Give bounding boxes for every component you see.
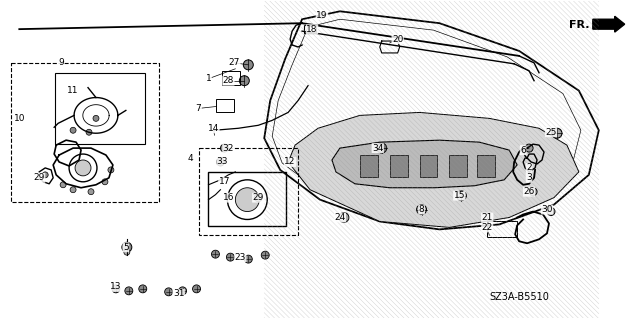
Text: 29: 29 <box>33 173 45 182</box>
Circle shape <box>239 76 250 85</box>
Text: 25: 25 <box>545 128 557 137</box>
Circle shape <box>164 288 173 296</box>
Text: SZ3A-B5510: SZ3A-B5510 <box>489 292 549 302</box>
Circle shape <box>525 144 533 152</box>
Text: 29: 29 <box>253 193 264 202</box>
Text: FR.: FR. <box>569 20 589 30</box>
Circle shape <box>42 172 48 178</box>
Circle shape <box>60 182 66 188</box>
Bar <box>449 155 467 177</box>
Circle shape <box>75 160 91 176</box>
Polygon shape <box>332 140 517 188</box>
Circle shape <box>220 144 228 152</box>
Circle shape <box>319 12 325 18</box>
Text: 14: 14 <box>208 124 219 133</box>
Circle shape <box>552 128 562 138</box>
Polygon shape <box>288 112 579 227</box>
Text: 33: 33 <box>217 158 228 167</box>
Text: 32: 32 <box>223 144 234 152</box>
Text: 1: 1 <box>205 74 211 83</box>
Circle shape <box>244 255 252 263</box>
Bar <box>55 73 145 144</box>
Text: 18: 18 <box>307 25 318 33</box>
Circle shape <box>108 167 114 173</box>
Circle shape <box>456 191 467 201</box>
Circle shape <box>179 287 187 295</box>
Text: 16: 16 <box>223 193 234 202</box>
Text: 34: 34 <box>372 144 383 152</box>
Bar <box>477 155 495 177</box>
Text: 23: 23 <box>235 253 246 262</box>
Text: 2: 2 <box>526 163 532 173</box>
Text: 28: 28 <box>223 76 234 85</box>
Circle shape <box>236 188 259 211</box>
Text: 8: 8 <box>419 205 424 214</box>
Text: 30: 30 <box>541 205 553 214</box>
Text: 4: 4 <box>188 153 193 162</box>
Circle shape <box>193 285 200 293</box>
Text: 20: 20 <box>392 34 403 44</box>
Bar <box>209 172 286 226</box>
Circle shape <box>86 129 92 135</box>
Text: 22: 22 <box>482 223 493 232</box>
Circle shape <box>139 285 147 293</box>
Circle shape <box>112 285 120 293</box>
Circle shape <box>243 60 253 70</box>
Circle shape <box>124 249 130 255</box>
Bar <box>360 155 378 177</box>
Circle shape <box>377 143 387 153</box>
Text: 12: 12 <box>284 158 296 167</box>
Text: 7: 7 <box>196 104 202 113</box>
Text: 24: 24 <box>334 213 346 222</box>
Text: 11: 11 <box>67 86 79 95</box>
Circle shape <box>529 188 537 196</box>
Text: 9: 9 <box>58 58 64 67</box>
Bar <box>420 155 438 177</box>
Text: 31: 31 <box>173 289 184 298</box>
Bar <box>216 99 234 112</box>
Circle shape <box>102 179 108 185</box>
Text: 27: 27 <box>228 58 240 67</box>
Text: 5: 5 <box>123 243 129 252</box>
Text: 13: 13 <box>110 282 122 291</box>
Circle shape <box>88 189 94 195</box>
Text: 10: 10 <box>13 114 25 123</box>
Bar <box>390 155 408 177</box>
Circle shape <box>417 204 426 214</box>
Circle shape <box>70 127 76 133</box>
Text: 21: 21 <box>481 213 493 222</box>
Circle shape <box>216 158 225 166</box>
Bar <box>198 148 298 235</box>
Bar <box>223 71 241 85</box>
Bar <box>487 221 517 237</box>
Circle shape <box>125 287 133 295</box>
Circle shape <box>122 242 132 252</box>
Text: 19: 19 <box>316 11 328 20</box>
Circle shape <box>93 115 99 121</box>
Text: 6: 6 <box>520 145 526 155</box>
Text: 17: 17 <box>219 177 230 186</box>
Circle shape <box>211 250 220 258</box>
Polygon shape <box>593 16 625 32</box>
Bar <box>12 63 159 202</box>
Circle shape <box>254 194 262 202</box>
Text: 15: 15 <box>454 191 465 200</box>
Circle shape <box>547 208 555 216</box>
Circle shape <box>339 212 349 222</box>
Bar <box>304 25 316 33</box>
Circle shape <box>261 251 269 259</box>
Text: 26: 26 <box>524 187 535 196</box>
Circle shape <box>70 187 76 193</box>
Circle shape <box>227 253 234 261</box>
Text: 3: 3 <box>526 173 532 182</box>
